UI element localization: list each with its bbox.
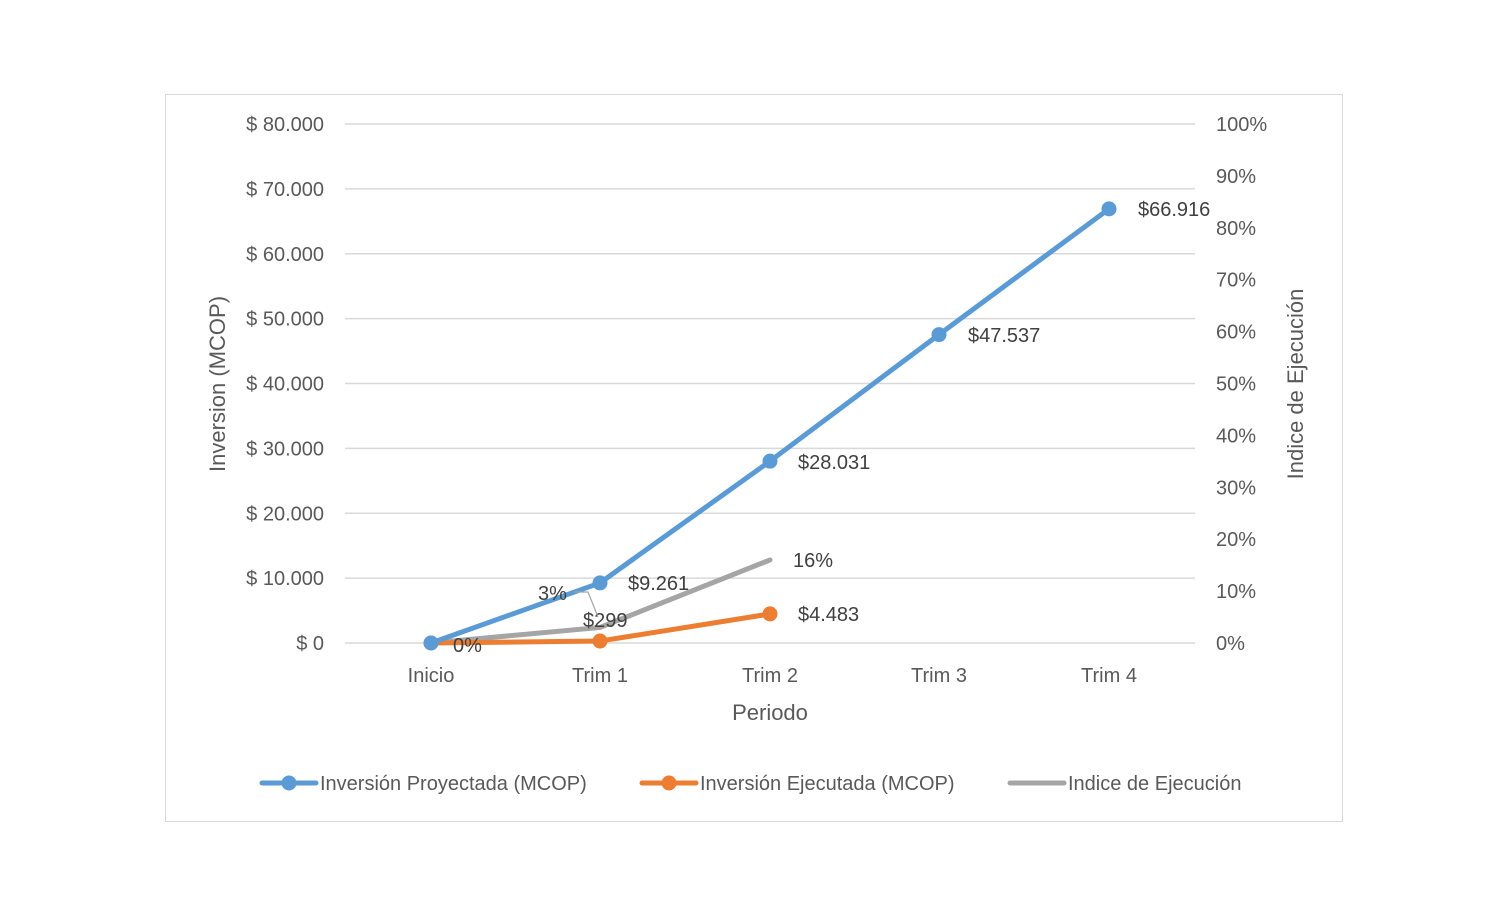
data-point-marker [931,327,947,343]
data-point-marker [592,633,608,649]
y2-tick-label: 90% [1216,166,1256,188]
data-label: 3% [538,583,567,605]
y-tick-label: $ 60.000 [246,244,324,266]
x-axis-title: Periodo [732,700,808,725]
x-tick-label: Inicio [408,665,455,687]
y2-tick-label: 30% [1216,477,1256,499]
data-label: $9.261 [628,573,689,595]
legend-swatch-marker [281,775,297,791]
y-axis-title: Inversion (MCOP) [205,296,230,472]
y-tick-label: $ 30.000 [246,438,324,460]
data-label: $299 [583,610,628,632]
data-label: $66.916 [1138,199,1210,221]
legend: Inversión Proyectada (MCOP) Inversión Eje… [259,773,1241,795]
data-label: 16% [793,550,833,572]
x-tick-label: Trim 4 [1081,665,1137,687]
y2-tick-label: 40% [1216,425,1256,447]
y2-tick-label: 80% [1216,218,1256,240]
data-point-marker [762,453,778,469]
data-point-marker [592,575,608,591]
data-point-marker [1101,201,1117,217]
y-tick-label: $ 50.000 [246,309,324,331]
x-tick-label: Trim 2 [742,665,798,687]
y2-tick-label: 70% [1216,270,1256,292]
series-group [423,201,1117,651]
legend-item-label: Inversión Proyectada (MCOP) [320,773,587,795]
y2-tick-label: 0% [1216,633,1245,655]
y2-tick-label: 10% [1216,581,1256,603]
legend-swatch-marker [661,775,677,791]
y2-axis-title: Indice de Ejecución [1283,289,1308,480]
y2-tick-label: 60% [1216,322,1256,344]
y2-tick-label: 20% [1216,529,1256,551]
data-labels: $9.261 $28.031 $47.537 $66.916 $299 $4.483 0% 3… [453,199,1210,657]
x-tick-label: Trim 3 [911,665,967,687]
x-axis-ticks: Inicio Trim 1 Trim 2 Trim 3 Trim 4 [408,665,1137,687]
data-label: $28.031 [798,452,870,474]
y2-tick-label: 50% [1216,374,1256,396]
data-point-marker [423,635,439,651]
y-tick-label: $ 10.000 [246,568,324,590]
y-tick-label: $ 20.000 [246,503,324,525]
y-tick-label: $ 0 [296,633,324,655]
label-leader-line [574,591,599,618]
y-tick-label: $ 70.000 [246,179,324,201]
data-label: 0% [453,635,482,657]
gridlines [345,123,1195,644]
legend-item-label: Inversión Ejecutada (MCOP) [700,773,955,795]
data-label: $4.483 [798,604,859,626]
y-tick-label: $ 40.000 [246,374,324,396]
legend-item-label: Indice de Ejecución [1068,773,1241,795]
x-tick-label: Trim 1 [572,665,628,687]
y-tick-label: $ 80.000 [246,114,324,136]
y2-tick-label: 100% [1216,114,1267,136]
series-line [428,557,773,646]
data-label: $47.537 [968,325,1040,347]
data-point-marker [762,606,778,622]
y-axis-ticks: $ 0 $ 10.000 $ 20.000 $ 30.000 $ 40.000 $ 50.… [246,114,324,655]
chart-frame [165,94,1343,822]
y2-axis-ticks: 0% 10% 20% 30% 40% 50% 60% 70% 80% 90% 100% [1216,114,1267,655]
